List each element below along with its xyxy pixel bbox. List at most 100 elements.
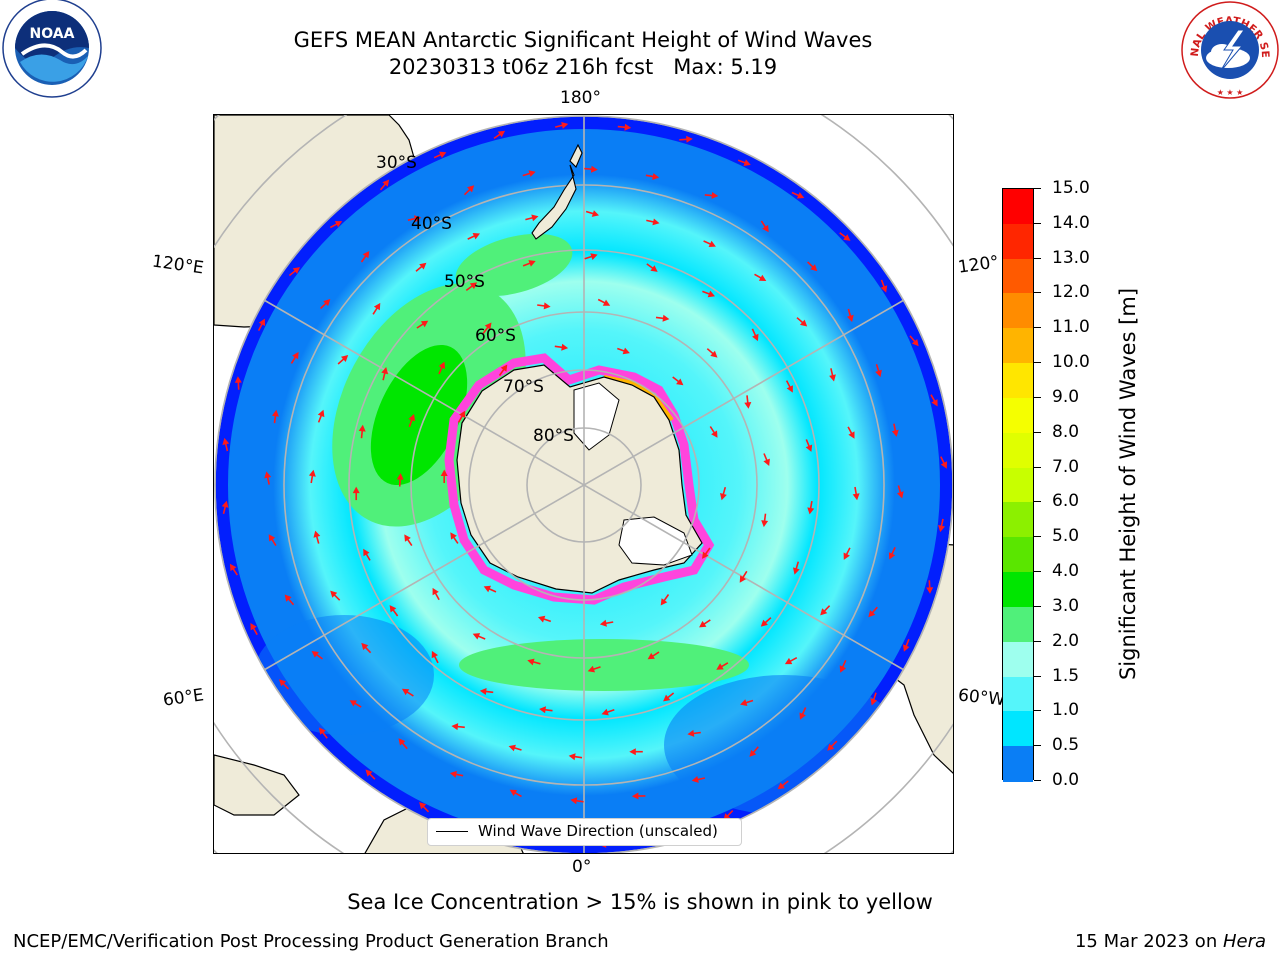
wave-arrow-head [777, 782, 785, 790]
map-legend: Wind Wave Direction (unscaled) [427, 818, 742, 846]
colorbar-tick-label: 12.0 [1052, 282, 1090, 303]
wave-arrow-head [587, 665, 595, 673]
wave-arrow-head [268, 534, 276, 542]
wave-arrow-head [888, 552, 896, 560]
colorbar-segment [1003, 711, 1033, 747]
polar-map-canvas: 30°S 40°S 50°S 60°S 70°S 80°S [214, 115, 953, 853]
colorbar-tick [1034, 327, 1041, 329]
chart-title: GEFS MEAN Antarctic Significant Height o… [293, 28, 873, 52]
wave-arrow-head [739, 575, 747, 583]
colorbar-tick-label: 0.0 [1052, 770, 1080, 790]
colorbar-tick [1034, 710, 1041, 712]
colorbar-segment [1003, 223, 1033, 260]
wave-arrow-head [483, 585, 491, 593]
sea-ice-edge [444, 353, 715, 605]
legend-line-swatch [436, 831, 468, 832]
wave-arrow-head [591, 210, 599, 217]
colorbar-tick-label: 13.0 [1052, 247, 1090, 268]
wave-arrow-head [472, 233, 480, 240]
colorbar-segment [1003, 502, 1033, 538]
wave-arrow-head [891, 429, 899, 437]
wave-arrow-head [361, 642, 369, 651]
wave-arrow-head [419, 802, 427, 810]
wave-arrow-head [708, 240, 716, 247]
wave-arrow-head [793, 567, 800, 575]
wave-arrow-head [676, 378, 684, 386]
colorbar-segment [1003, 328, 1033, 364]
wave-arrow-head [800, 319, 808, 327]
wave-arrow-head [590, 253, 598, 260]
wave-arrow-head [308, 469, 316, 477]
colorbar-segment [1003, 467, 1033, 503]
legend-label: Wind Wave Direction (unscaled) [478, 822, 718, 840]
wave-arrow-head [398, 738, 406, 746]
wave-arrow-head [897, 491, 904, 499]
colorbar-tick-label: 5.0 [1052, 526, 1080, 547]
wave-arrow-head [799, 712, 806, 720]
wave-arrow-head [508, 744, 516, 752]
wave-arrow-head [472, 633, 481, 640]
nws-logo: NATIONAL WEATHER SERVICE ★ ★ ★ [1174, 0, 1280, 100]
wave-arrow-head [432, 587, 439, 596]
chart-subtitle: 20230313 t06z 216h fcst Max: 5.19 [388, 55, 778, 79]
colorbar-tick-label: 0.5 [1052, 735, 1080, 756]
colorbar-tick-label: 6.0 [1052, 491, 1080, 512]
colorbar-tick-label: 11.0 [1052, 317, 1090, 338]
lat-label-50s: 50°S [444, 272, 485, 292]
wave-arrow-head [829, 374, 836, 382]
wave-arrow-head [870, 698, 878, 706]
wave-arrow-head [404, 534, 411, 542]
wave-arrow-head [699, 620, 707, 628]
lon-label-60e: 60°E [161, 685, 206, 711]
colorbar-segment [1003, 606, 1033, 643]
wave-arrow-head [363, 548, 370, 557]
wave-arrow-head [319, 727, 326, 735]
wave-arrow-head [467, 185, 475, 193]
wave-arrow-head [440, 469, 448, 476]
wave-arrow-head [686, 135, 693, 143]
wave-arrow-head [362, 251, 370, 259]
ice-shelf-weddell [618, 516, 693, 566]
wave-arrow-head [591, 165, 598, 173]
wave-arrow-head [839, 665, 847, 673]
wave-arrow-head [229, 563, 237, 572]
wave-arrow-head [720, 493, 727, 501]
wave-arrow-head [451, 723, 459, 731]
wave-arrow-head [382, 179, 390, 187]
lon-label-120w: 120° [956, 252, 1001, 278]
colorbar-tick [1034, 640, 1041, 642]
polar-map: 30°S 40°S 50°S 60°S 70°S 80°S [213, 114, 954, 854]
wave-arrow-head [650, 265, 658, 272]
colorbar-tick-label: 2.0 [1052, 630, 1080, 651]
wave-arrow-head [847, 314, 854, 322]
colorbar-tick [1034, 745, 1041, 747]
wave-arrow-head [810, 264, 818, 272]
colorbar-segment [1003, 432, 1033, 469]
wave-arrow-head [570, 797, 578, 805]
wave-arrow-head [662, 314, 670, 322]
colorbar-tick [1034, 605, 1041, 607]
land-africa [214, 754, 300, 816]
wave-arrow-head [903, 644, 910, 652]
colorbar-tick [1034, 466, 1041, 468]
colorbar-segment [1003, 258, 1033, 295]
wave-arrow-head [622, 347, 630, 355]
wave-arrow-head [762, 224, 769, 233]
wave-arrow-head [527, 658, 535, 666]
wave-arrow-head [743, 159, 751, 166]
wave-arrow-head [938, 525, 945, 533]
colorbar-segment [1003, 572, 1033, 608]
lat-label-60s: 60°S [475, 326, 516, 346]
wave-arrow-head [752, 333, 759, 342]
wave-arrow-head [479, 688, 487, 695]
wave-arrow-head [531, 214, 539, 222]
wave-arrow-head [940, 461, 947, 469]
colorbar-tick-label: 4.0 [1052, 561, 1080, 582]
wave-arrow-head [749, 749, 757, 757]
colorbar-tick-label: 8.0 [1052, 421, 1080, 442]
lat-label-80s: 80°S [533, 426, 574, 446]
wave-arrow-head [279, 679, 287, 687]
colorbar-tick-label: 3.0 [1052, 595, 1080, 616]
wave-arrow-head [349, 700, 357, 707]
colorbar-tick [1034, 292, 1041, 294]
